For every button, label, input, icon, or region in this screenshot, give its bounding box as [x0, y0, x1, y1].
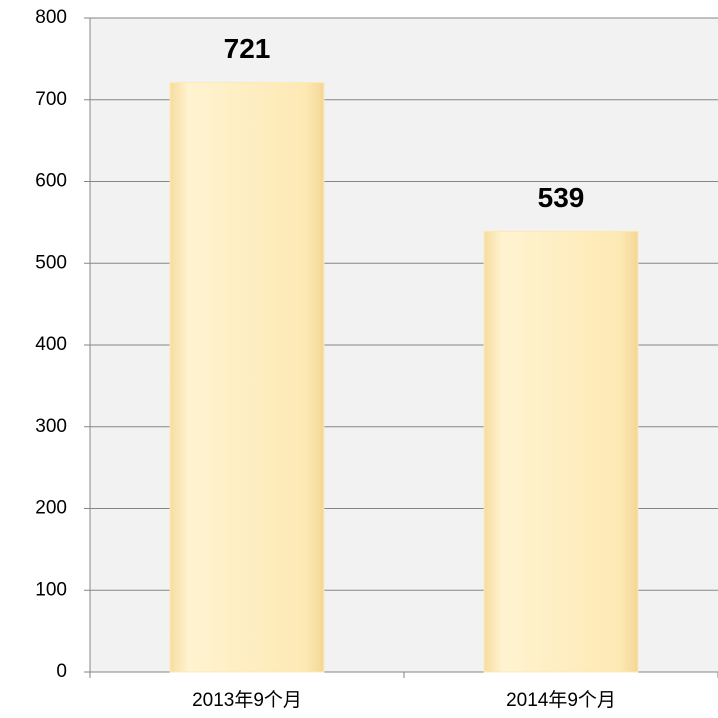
- y-tick-label: 500: [35, 252, 67, 273]
- y-tick-label: 600: [35, 171, 67, 192]
- y-tick-label: 400: [35, 334, 67, 355]
- y-tick-label: 200: [35, 498, 67, 519]
- x-tick-label: 2014年9个月: [506, 689, 616, 711]
- bar: [483, 230, 639, 673]
- y-tick-label: 700: [35, 89, 67, 110]
- data-label: 721: [224, 33, 271, 64]
- y-tick-label: 100: [35, 579, 67, 600]
- x-tick-label: 2013年9个月: [192, 689, 302, 711]
- bar: [169, 82, 325, 673]
- y-tick-label: 800: [35, 7, 67, 28]
- y-tick-label: 0: [56, 661, 67, 682]
- y-tick-label: 300: [35, 416, 67, 437]
- data-label: 539: [538, 182, 585, 213]
